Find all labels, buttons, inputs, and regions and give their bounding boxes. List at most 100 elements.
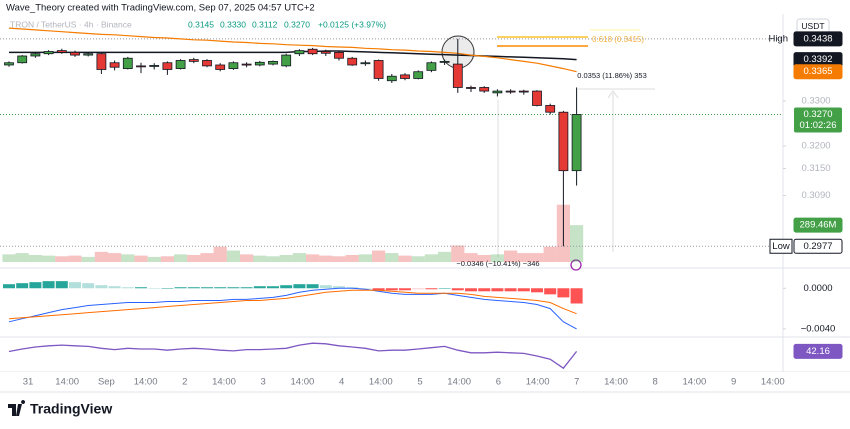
fib-label: 0.618 (0.3415) (592, 35, 644, 44)
measure-label: −0.0346 (−10.41%) −346 (456, 259, 539, 268)
macd-histogram (148, 288, 161, 289)
macd-histogram (478, 288, 491, 292)
volume-bar (253, 255, 267, 262)
macd-histogram (214, 287, 227, 289)
volume-bar (319, 255, 333, 262)
volume-bar (94, 251, 108, 262)
candle-body (17, 55, 28, 64)
candle-body (4, 62, 14, 66)
volume-bar (81, 256, 95, 262)
candle-body (281, 54, 292, 67)
macd-histogram (412, 288, 425, 290)
countdown: 01:02:26 (800, 120, 837, 131)
volume-bar (55, 256, 69, 262)
candle-body (83, 53, 94, 56)
candle-body (373, 60, 384, 79)
x-tick-label: 14:00 (526, 377, 550, 388)
candle-body (532, 90, 542, 106)
last-price-box (794, 107, 842, 133)
candle-body (122, 57, 133, 69)
volume-bar (451, 245, 465, 262)
candle-body (70, 51, 80, 56)
candle-body (466, 87, 476, 89)
candle-body (175, 60, 186, 69)
macd-histogram (399, 288, 411, 291)
macd-histogram (319, 285, 332, 289)
volume-bar (200, 253, 214, 262)
macd-histogram (29, 282, 42, 289)
candle-body (30, 53, 41, 57)
moving-average (8, 27, 577, 73)
legend-value: +0.0125 (+3.97%) (318, 19, 386, 29)
candle-body (347, 57, 358, 66)
volume-bar (134, 255, 148, 262)
x-tick-label: 14:00 (212, 377, 236, 388)
candle-body (202, 60, 212, 67)
high-label: High (768, 33, 788, 44)
x-tick-label: 5 (417, 377, 422, 388)
macd-histogram (240, 287, 253, 289)
volume-bar (411, 256, 425, 262)
y-tick-label: 0.3300 (801, 95, 830, 106)
ma-value: 0.3365 (803, 66, 832, 77)
candle-body (545, 105, 556, 113)
candle-body (492, 90, 503, 94)
macd-histogram (451, 288, 464, 291)
x-tick-label: 7 (574, 377, 579, 388)
volume-bar (464, 253, 478, 262)
volume-bar (68, 255, 82, 262)
macd-histogram (438, 288, 451, 289)
macd-histogram (3, 284, 15, 289)
currency: USDT (801, 21, 824, 31)
macd-histogram (333, 286, 345, 289)
macd-histogram (108, 286, 121, 289)
volume-bar (121, 254, 135, 262)
macd-histogram (385, 288, 398, 291)
time-axis (0, 372, 850, 392)
x-tick-label: Sep (98, 377, 115, 388)
volume-bar (240, 254, 254, 262)
macd-histogram (544, 288, 557, 295)
x-tick-label: 2 (182, 377, 187, 388)
volume-bar (543, 246, 557, 262)
low-value: 0.2977 (803, 241, 832, 252)
symbol: TRON / TetherUS · 4h · Binance (10, 19, 132, 29)
legend-value: 0.3145 (188, 19, 214, 29)
ma-value-box (793, 64, 843, 80)
low-label-box (769, 238, 793, 254)
volume-bar (398, 255, 412, 262)
candle-body (400, 74, 410, 79)
x-tick-label: 14:00 (369, 377, 393, 388)
x-tick-label: 9 (731, 377, 736, 388)
candle-body (109, 62, 120, 68)
macd-histogram (16, 283, 29, 289)
candle-body (360, 62, 371, 65)
candle-body (136, 65, 146, 68)
macd-histogram (504, 288, 517, 292)
volume-bar (570, 225, 584, 262)
legend-value: 0.3330 (220, 19, 246, 29)
macd-histogram (293, 284, 306, 289)
ma-value: 0.3392 (803, 54, 832, 65)
x-tick-label: 14:00 (604, 377, 628, 388)
volume-bar (292, 253, 306, 262)
measure-label: 0.0353 (11.86%) 353 (577, 71, 647, 80)
candle-body (334, 51, 344, 59)
low-label: Low (772, 241, 790, 252)
candle-body (558, 111, 569, 172)
macd-histogram (42, 281, 55, 289)
macd-histogram (517, 288, 530, 292)
candle-body (43, 51, 54, 55)
event-icon[interactable] (570, 259, 582, 271)
candle-body (571, 114, 582, 172)
candle-body (241, 63, 252, 66)
volume-bar (477, 254, 491, 262)
x-tick-label: 14:00 (134, 377, 158, 388)
candle-body (413, 71, 424, 79)
volume-bar (226, 250, 240, 262)
volume-bar (490, 254, 504, 262)
macd-histogram (55, 281, 68, 289)
x-tick-label: 8 (653, 377, 658, 388)
macd-tick-label: 0.0000 (803, 283, 832, 294)
volume-value: 289.46M (800, 220, 837, 231)
